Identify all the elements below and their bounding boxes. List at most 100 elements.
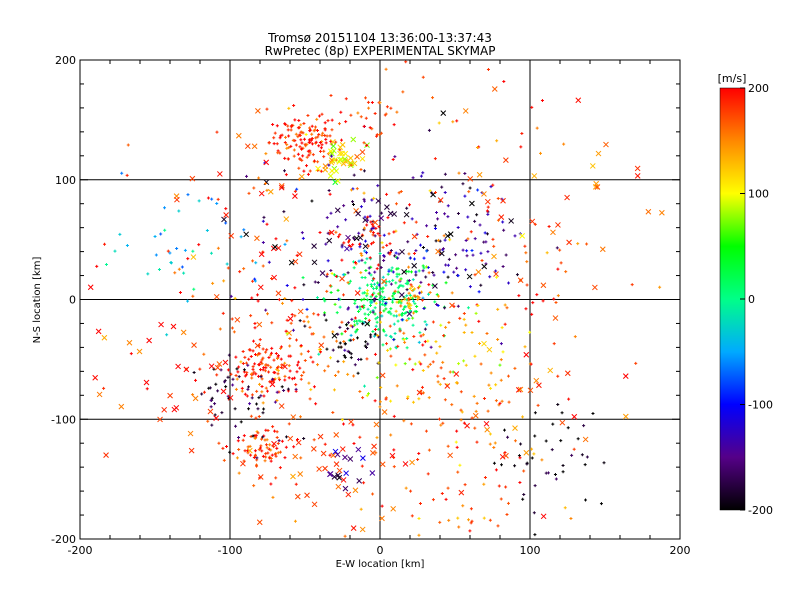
data-point-plus (302, 370, 306, 374)
data-point-cross (287, 315, 294, 322)
data-point-plus (262, 394, 266, 398)
data-point-plus (504, 253, 508, 257)
data-point-plus (417, 517, 421, 521)
data-point-plus (352, 202, 356, 206)
data-point-plus (183, 248, 187, 252)
data-point-plus (573, 335, 577, 339)
data-point-plus (299, 343, 303, 347)
data-point-cross (523, 351, 530, 358)
data-point-plus (539, 151, 543, 155)
data-point-plus (518, 480, 522, 484)
data-point-plus (408, 357, 412, 361)
data-point-plus (255, 456, 259, 460)
data-point-plus (304, 133, 308, 137)
data-point-plus (252, 339, 256, 343)
data-point-plus (485, 209, 489, 213)
data-point-plus (335, 311, 339, 315)
data-point-plus (291, 328, 295, 332)
data-point-plus (373, 112, 377, 116)
data-point-plus (446, 215, 450, 219)
data-point-plus (346, 327, 350, 331)
data-point-plus (378, 234, 382, 238)
data-point-plus (336, 235, 340, 239)
data-point-plus (521, 497, 525, 501)
data-point-plus (293, 118, 297, 122)
data-point-plus (95, 264, 99, 268)
data-point-plus (276, 369, 280, 373)
data-point-plus (257, 363, 261, 367)
data-point-plus (249, 435, 253, 439)
data-point-plus (466, 518, 470, 522)
data-point-cross (183, 366, 190, 373)
data-point-plus (258, 446, 262, 450)
data-point-plus (180, 265, 184, 269)
data-point-plus (395, 110, 399, 114)
data-point-plus (431, 360, 435, 364)
data-point-plus (470, 248, 474, 252)
data-point-plus (287, 106, 291, 110)
data-point-plus (349, 333, 353, 337)
data-point-plus (342, 204, 346, 208)
data-point-plus (417, 340, 421, 344)
data-point-plus (422, 306, 426, 310)
data-point-plus (363, 276, 367, 280)
data-point-plus (247, 407, 251, 411)
data-point-plus (369, 301, 373, 305)
data-point-plus (350, 317, 354, 321)
data-point-plus (260, 449, 264, 453)
data-point-plus (427, 396, 431, 400)
data-point-plus (442, 334, 446, 338)
data-point-plus (420, 385, 424, 389)
data-point-plus (237, 435, 241, 439)
data-point-plus (267, 141, 271, 145)
data-point-plus (396, 256, 400, 260)
data-point-plus (289, 354, 293, 358)
data-point-plus (186, 257, 190, 261)
data-point-plus (375, 286, 379, 290)
data-point-cross (462, 108, 469, 114)
data-point-plus (258, 382, 262, 386)
data-point-plus (262, 366, 266, 370)
data-point-plus (439, 366, 443, 370)
data-point-plus (389, 399, 393, 403)
data-point-plus (417, 397, 421, 401)
data-point-cross (571, 413, 578, 420)
data-point-plus (459, 418, 463, 422)
data-point-plus (371, 310, 375, 314)
data-point-plus (462, 359, 466, 363)
data-point-plus (403, 297, 407, 301)
data-point-plus (433, 300, 437, 304)
data-point-plus (296, 360, 300, 364)
data-point-cross (475, 269, 482, 275)
data-point-plus (496, 524, 500, 528)
data-point-plus (469, 230, 473, 234)
data-point-plus (460, 410, 464, 414)
data-point-plus (293, 286, 297, 290)
data-point-cross (527, 387, 534, 394)
data-point-plus (517, 294, 521, 298)
data-point-plus (412, 299, 416, 303)
data-point-plus (242, 434, 246, 438)
data-point-plus (283, 122, 287, 126)
data-point-plus (389, 312, 393, 316)
data-point-plus (293, 519, 297, 523)
data-point-plus (385, 105, 389, 109)
data-point-plus (358, 286, 362, 290)
data-point-plus (340, 243, 344, 247)
data-point-plus (258, 338, 262, 342)
data-point-plus (270, 346, 274, 350)
data-point-plus (506, 435, 510, 439)
data-point-plus (285, 332, 289, 336)
data-point-plus (491, 237, 495, 241)
data-point-cross (381, 278, 387, 285)
data-point-plus (305, 315, 309, 319)
data-point-plus (368, 214, 372, 218)
data-point-cross (344, 245, 350, 252)
data-point-plus (294, 132, 298, 136)
data-point-plus (371, 492, 375, 496)
data-point-cross (399, 248, 405, 255)
data-point-plus (362, 141, 366, 145)
data-point-plus (368, 256, 372, 260)
data-point-plus (233, 407, 237, 411)
data-point-plus (530, 312, 534, 316)
